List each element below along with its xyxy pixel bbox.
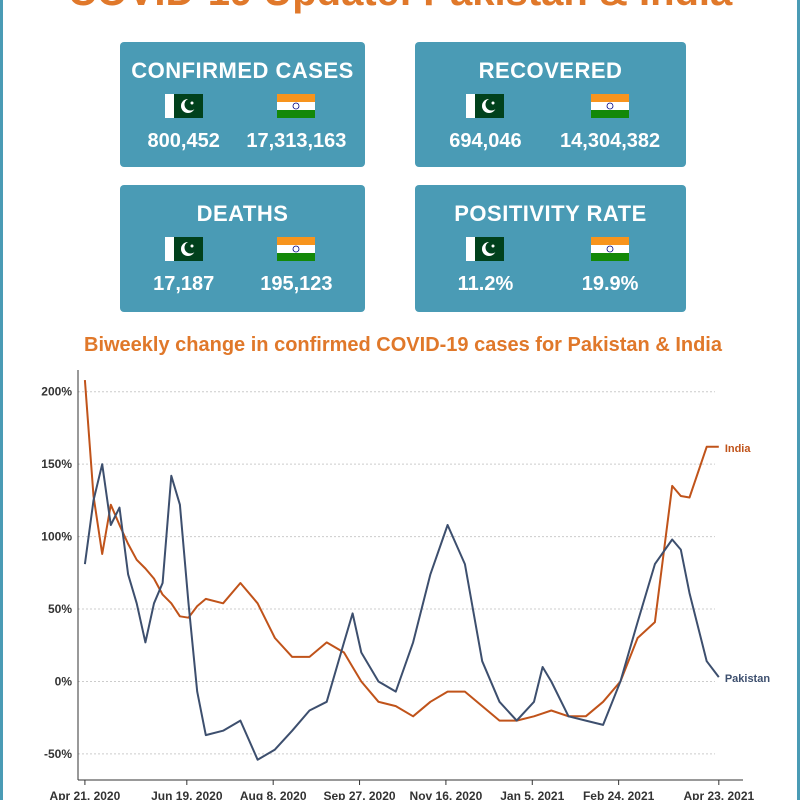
series-label: Pakistan <box>725 673 771 685</box>
y-tick-label: 0% <box>55 674 73 688</box>
stat-card: CONFIRMED CASES 800,452 17,313,163 <box>120 42 365 167</box>
india-flag <box>277 237 316 261</box>
series-line <box>83 463 720 761</box>
y-tick-label: 50% <box>48 602 72 616</box>
pakistan-flag <box>466 237 505 261</box>
card-title: DEATHS <box>196 201 289 226</box>
india-flag <box>277 94 316 118</box>
stat-card: POSITIVITY RATE 11.2% 19.9% <box>415 185 686 312</box>
y-tick-label: 200% <box>41 385 72 399</box>
pakistan-value: 800,452 <box>147 130 220 152</box>
card-title: RECOVERED <box>478 58 623 83</box>
pakistan-value: 11.2% <box>457 273 514 295</box>
india-value: 195,123 <box>260 273 333 295</box>
x-tick-label: Apr 23, 2021 <box>683 789 754 800</box>
series-line <box>83 380 719 722</box>
india-flag <box>591 94 630 118</box>
india-value: 17,313,163 <box>246 130 347 152</box>
y-tick-label: -50% <box>44 747 72 761</box>
india-value: 14,304,382 <box>560 130 661 152</box>
chart-title: Biweekly change in confirmed COVID-19 ca… <box>84 334 723 356</box>
y-tick-label: 100% <box>41 530 72 544</box>
pakistan-flag <box>164 237 203 261</box>
x-tick-label: Sep 27, 2020 <box>324 789 396 800</box>
chart: Biweekly change in confirmed COVID-19 ca… <box>41 334 771 800</box>
x-tick-label: Feb 24, 2021 <box>583 789 655 800</box>
x-tick-label: Apr 21, 2020 <box>50 789 121 800</box>
card-title: CONFIRMED CASES <box>131 58 354 83</box>
series-label: India <box>725 443 752 455</box>
x-tick-label: Aug 8, 2020 <box>240 789 307 800</box>
stat-card: DEATHS 17,187 195,123 <box>120 185 365 312</box>
page-title: COVID-19 Update: Pakistan & India <box>3 0 797 15</box>
x-tick-label: Nov 16, 2020 <box>410 789 483 800</box>
india-value: 19.9% <box>581 273 639 295</box>
card-title: POSITIVITY RATE <box>454 201 647 226</box>
stat-card: RECOVERED 694,046 14,304,382 <box>415 42 686 167</box>
pakistan-flag <box>164 94 203 118</box>
y-tick-label: 150% <box>41 457 72 471</box>
india-flag <box>591 237 630 261</box>
pakistan-value: 17,187 <box>153 273 215 295</box>
pakistan-flag <box>466 94 505 118</box>
x-tick-label: Jan 5, 2021 <box>500 789 564 800</box>
x-tick-label: Jun 19, 2020 <box>151 789 223 800</box>
pakistan-value: 694,046 <box>449 130 522 152</box>
